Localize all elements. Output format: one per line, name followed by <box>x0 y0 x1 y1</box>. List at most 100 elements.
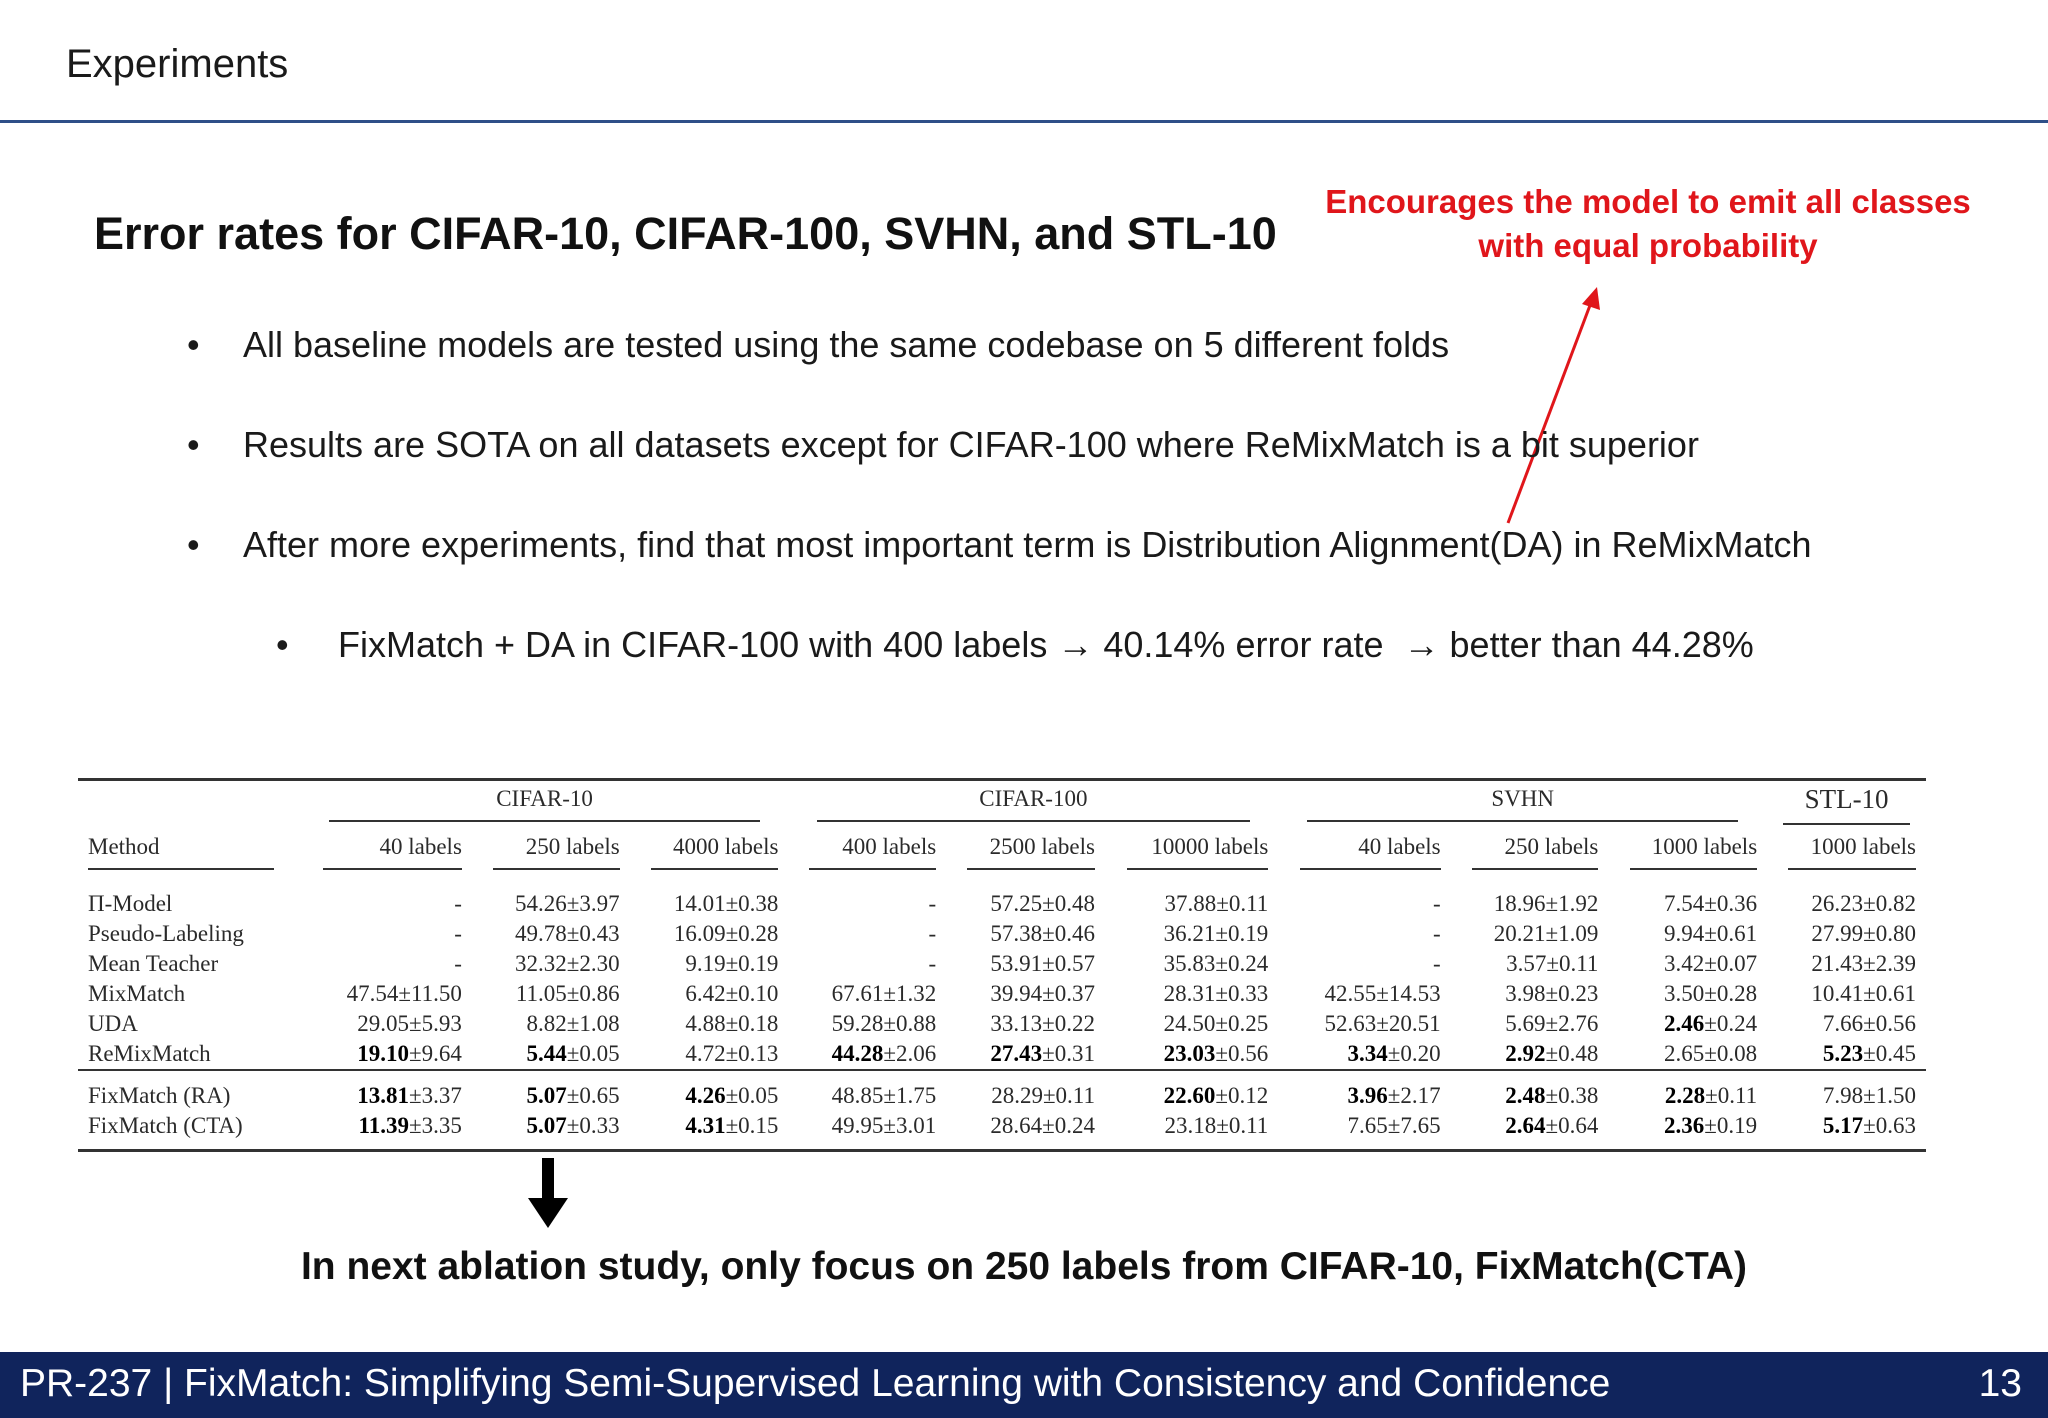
value-mean: 8.82 <box>526 1011 567 1036</box>
value-std: ±14.53 <box>1376 981 1441 1006</box>
value-cell: 3.57±0.11 <box>1451 949 1609 979</box>
subheader-cell: 4000 labels <box>630 827 789 877</box>
value-cell: 7.98±1.50 <box>1767 1069 1926 1111</box>
value-cell: 24.50±0.25 <box>1105 1009 1278 1039</box>
value-std: ±0.56 <box>1863 1011 1916 1036</box>
value-mean: 5.07 <box>526 1113 567 1138</box>
value-cell: - <box>788 919 946 949</box>
value-cell: 5.44±0.05 <box>472 1039 630 1070</box>
value-cell: 9.94±0.61 <box>1608 919 1767 949</box>
value-std: ±0.43 <box>566 921 620 946</box>
value-mean: - <box>928 921 937 946</box>
value-std: ±0.36 <box>1704 891 1758 916</box>
value-std: ±1.75 <box>883 1083 937 1108</box>
value-mean: 27.43 <box>990 1041 1043 1066</box>
subheader-cell: 250 labels <box>1451 827 1609 877</box>
value-std: ±1.08 <box>566 1011 620 1036</box>
value-mean: 10.41 <box>1811 981 1864 1006</box>
value-std: ±0.28 <box>725 921 779 946</box>
method-cell: MixMatch <box>88 981 186 1006</box>
value-std: ±1.09 <box>1545 921 1599 946</box>
value-std: ±0.38 <box>1545 1083 1599 1108</box>
value-std: ±0.05 <box>725 1083 779 1108</box>
value-mean: 7.98 <box>1822 1083 1864 1108</box>
value-cell: 28.64±0.24 <box>946 1111 1105 1152</box>
results-table: CIFAR-10 CIFAR-100 SVHN STL-10 Method 40… <box>78 778 1926 1152</box>
page-number: 13 <box>1978 1362 2022 1405</box>
bullet-3-text: After more experiments, find that most i… <box>243 524 1812 565</box>
value-std: ±0.25 <box>1215 1011 1269 1036</box>
bullet-dot: • <box>187 324 200 365</box>
value-mean: 33.13 <box>990 1011 1043 1036</box>
value-cell: 4.31±0.15 <box>629 1111 789 1152</box>
value-cell: 2.46±0.24 <box>1608 1009 1767 1039</box>
value-std: ±1.32 <box>883 981 937 1006</box>
value-std: ±0.28 <box>1704 981 1758 1006</box>
value-cell: 32.32±2.30 <box>472 949 630 979</box>
sub-bullet-part-1: FixMatch + DA in CIFAR-100 with 400 labe… <box>338 624 1048 665</box>
subheader-cell: 40 labels <box>1278 827 1450 877</box>
value-cell: 54.26±3.97 <box>472 877 630 919</box>
value-std: ±0.19 <box>725 951 779 976</box>
value-cell: 5.07±0.65 <box>471 1069 630 1111</box>
value-mean: 5.23 <box>1822 1041 1864 1066</box>
value-mean: 32.32 <box>515 951 567 976</box>
value-mean: 28.64 <box>990 1113 1043 1138</box>
value-mean: - <box>1432 891 1441 916</box>
value-std: ±0.38 <box>725 891 779 916</box>
table-body: Π-Model -54.26±3.97 14.01±0.38-57.25±0.48 3… <box>78 877 1926 1152</box>
value-std: ±0.11 <box>1705 1083 1758 1108</box>
footer-text: PR-237 | FixMatch: Simplifying Semi-Supe… <box>20 1362 1611 1405</box>
value-mean: 57.38 <box>990 921 1043 946</box>
value-cell: 11.05±0.86 <box>472 979 630 1009</box>
table-group-header-row: CIFAR-10 CIFAR-100 SVHN STL-10 <box>78 778 1926 827</box>
value-cell: 16.09±0.28 <box>630 919 789 949</box>
value-mean: 23.03 <box>1163 1041 1216 1066</box>
value-cell: 2.48±0.38 <box>1450 1069 1609 1111</box>
value-cell: 33.13±0.22 <box>946 1009 1105 1039</box>
value-cell: 8.82±1.08 <box>472 1009 630 1039</box>
value-cell: 7.66±0.56 <box>1767 1009 1926 1039</box>
value-cell: 49.95±3.01 <box>788 1111 947 1152</box>
value-mean: 42.55 <box>1324 981 1377 1006</box>
method-cell: Mean Teacher <box>88 951 219 976</box>
value-std: ±0.11 <box>1546 951 1599 976</box>
title-rule <box>0 120 2048 123</box>
value-cell: 27.43±0.31 <box>946 1039 1105 1070</box>
value-cell: 4.26±0.05 <box>629 1069 789 1111</box>
value-mean: 3.34 <box>1347 1041 1388 1066</box>
value-mean: 4.31 <box>685 1113 726 1138</box>
value-mean: 36.21 <box>1163 921 1216 946</box>
value-std: ±0.19 <box>1215 921 1269 946</box>
value-cell: 49.78±0.43 <box>472 919 630 949</box>
value-std: ±20.51 <box>1376 1011 1441 1036</box>
value-cell: 2.92±0.48 <box>1451 1039 1609 1070</box>
bottom-note: In next ablation study, only focus on 25… <box>300 1245 1748 1288</box>
value-cell: 57.25±0.48 <box>946 877 1105 919</box>
table-row: MixMatch 47.54±11.50 11.05±0.86 6.42±0.10 67… <box>78 979 1926 1009</box>
value-mean: 3.42 <box>1664 951 1705 976</box>
value-std: ±0.05 <box>566 1041 620 1066</box>
value-mean: 4.72 <box>685 1041 726 1066</box>
value-mean: 2.36 <box>1664 1113 1705 1138</box>
value-mean: - <box>928 891 937 916</box>
value-mean: 23.18 <box>1164 1113 1217 1138</box>
value-cell: 3.42±0.07 <box>1608 949 1767 979</box>
value-cell: 5.17±0.63 <box>1767 1111 1926 1152</box>
value-mean: 18.96 <box>1493 891 1546 916</box>
value-cell: 26.23±0.82 <box>1767 877 1926 919</box>
value-std: ±0.07 <box>1704 951 1758 976</box>
value-cell: - <box>301 919 472 949</box>
subheader-cell: 400 labels <box>788 827 946 877</box>
value-mean: 27.99 <box>1811 921 1864 946</box>
value-cell: 35.83±0.24 <box>1105 949 1278 979</box>
value-cell: 52.63±20.51 <box>1278 1009 1450 1039</box>
subheader-cell: 1000 labels <box>1608 827 1767 877</box>
down-arrow-icon <box>528 1158 568 1228</box>
value-cell: - <box>788 949 946 979</box>
value-mean: 2.92 <box>1505 1041 1546 1066</box>
value-mean: 2.46 <box>1664 1011 1705 1036</box>
value-std: ±0.20 <box>1387 1041 1441 1066</box>
value-std: ±0.24 <box>1215 951 1269 976</box>
table-row: ReMixMatch 19.10±9.64 5.44±0.05 4.72±0.13 44… <box>78 1039 1926 1070</box>
